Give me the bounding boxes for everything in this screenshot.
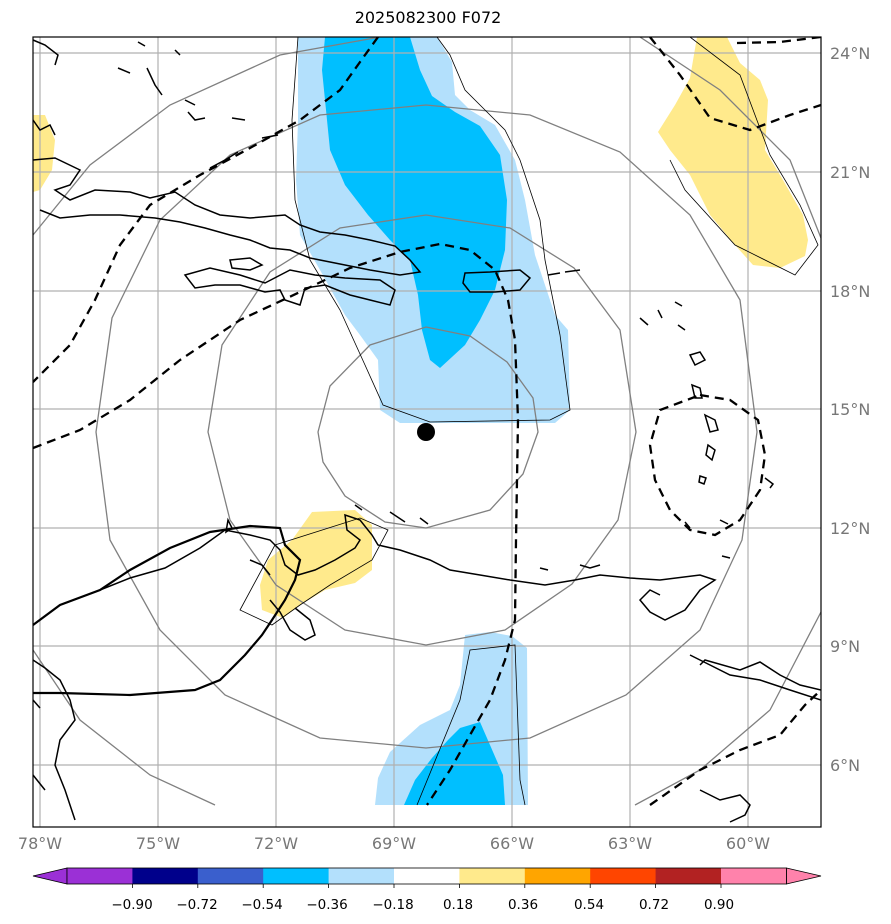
lon-label-63w: 63°W [608, 834, 652, 853]
lon-label-78w: 78°W [18, 834, 62, 853]
map-frame [32, 36, 822, 828]
lon-label-69w: 69°W [372, 834, 416, 853]
colorbar-segment [459, 868, 526, 884]
colorbar-segment [197, 868, 264, 884]
colorbar-segment [590, 868, 657, 884]
lon-label-75w: 75°W [136, 834, 180, 853]
colorbar-label: 0.72 [639, 897, 669, 913]
colorbar: −0.90 −0.72 −0.54 −0.36 −0.18 0.18 0.36 … [32, 867, 822, 913]
colorbar-segment [721, 868, 787, 884]
colorbar-label: 0.18 [443, 897, 473, 913]
shaded-field-yellow [33, 37, 808, 618]
lon-label-60w: 60°W [726, 834, 770, 853]
colorbar-segment [524, 868, 591, 884]
colorbar-segment [263, 868, 330, 884]
lon-label-66w: 66°W [490, 834, 534, 853]
colorbar-extend-left [32, 867, 68, 885]
map-title: 2025082300 F072 [354, 8, 502, 27]
lat-label-24n: 24°N [830, 44, 870, 63]
colorbar-label: −0.36 [306, 897, 347, 913]
colorbar-segment [328, 868, 395, 884]
colorbar-label: −0.54 [241, 897, 282, 913]
lat-label-6n: 6°N [830, 756, 860, 775]
latitude-labels: 24°N 21°N 18°N 15°N 12°N 9°N 6°N [830, 44, 870, 775]
longitude-labels: 78°W 75°W 72°W 69°W 66°W 63°W 60°W [18, 834, 770, 853]
colorbar-label: −0.72 [176, 897, 217, 913]
storm-center-marker [417, 423, 435, 441]
lat-label-12n: 12°N [830, 519, 870, 538]
dashed-contours [33, 37, 821, 806]
colorbar-segment [67, 868, 133, 884]
colorbar-label: 0.90 [704, 897, 734, 913]
country-borders [33, 524, 302, 697]
thin-contours [239, 37, 819, 806]
lat-label-15n: 15°N [830, 400, 870, 419]
colorbar-segment [394, 868, 460, 884]
colorbar-label: −0.18 [372, 897, 413, 913]
lat-label-21n: 21°N [830, 163, 870, 182]
colorbar-ticks [131, 884, 722, 888]
colorbar-labels: −0.90 −0.72 −0.54 −0.36 −0.18 0.18 0.36 … [111, 897, 734, 913]
graticule [33, 37, 821, 827]
colorbar-label: 0.36 [508, 897, 538, 913]
colorbar-label: 0.54 [574, 897, 604, 913]
lat-label-9n: 9°N [830, 637, 860, 656]
colorbar-outline [66, 867, 787, 885]
lon-label-72w: 72°W [254, 834, 298, 853]
colorbar-segment [655, 868, 722, 884]
colorbar-segments [32, 867, 822, 885]
colorbar-extend-right [786, 867, 822, 885]
colorbar-segment [132, 868, 199, 884]
coastlines [33, 39, 821, 823]
colorbar-label: −0.90 [111, 897, 152, 913]
lat-label-18n: 18°N [830, 282, 870, 301]
